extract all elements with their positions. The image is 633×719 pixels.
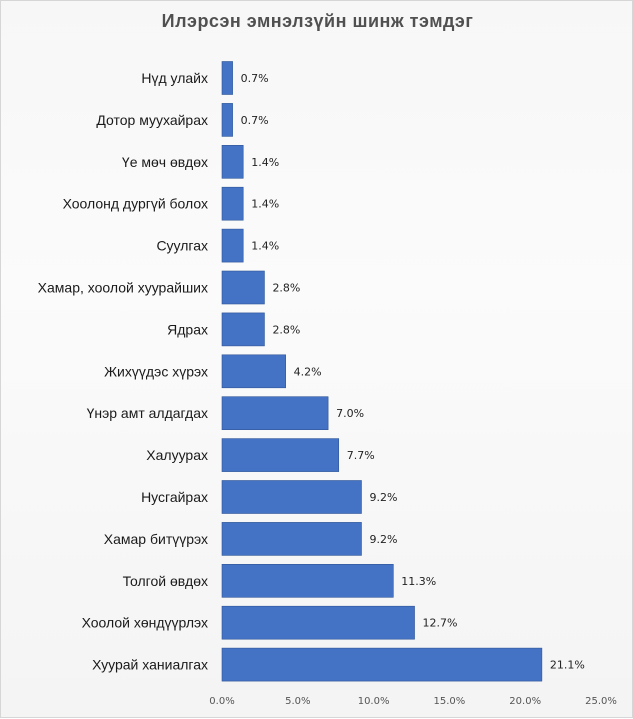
value-label: 12.7% [423,617,458,630]
category-label: Хамар, хоолой хуурайших [38,280,208,296]
value-label: 0.7% [241,72,269,85]
bar-mark [221,186,244,221]
bar-mark [221,396,329,431]
x-tick-label: 10.0% [358,696,390,707]
category-label: Жихүүдэс хүрэх [104,363,208,379]
bar-mark [221,354,286,389]
bar-mark [221,228,244,263]
category-label: Үнэр амт алдагдах [87,405,208,421]
x-tick-label: 0.0% [209,696,234,707]
category-label: Нүд улайх [141,70,208,86]
category-label: Толгой өвдөх [123,573,208,589]
category-label: Хамар битүүрэх [104,531,208,547]
bar-mark [221,145,244,179]
value-label: 1.4% [251,198,279,211]
bar-mark [221,480,362,514]
value-label: 7.0% [336,407,364,420]
value-label: 2.8% [272,323,300,336]
category-label: Хоолонд дургүй болох [63,196,208,212]
value-label: 0.7% [241,114,269,127]
bar-mark [221,647,543,682]
bar-mark [221,61,233,95]
value-label: 9.2% [369,491,397,504]
category-label: Суулгах [156,238,208,254]
bar-mark [221,563,394,598]
value-label: 9.2% [369,533,397,546]
value-label: 4.2% [294,365,322,378]
category-label: Халуурах [146,447,208,463]
value-label: 7.7% [347,449,375,462]
chart-title: Илэрсэн эмнэлзүйн шинж тэмдэг [161,11,474,31]
bar-mark [221,522,362,556]
bar-mark [221,438,340,472]
category-label: Хуурай ханиалгах [92,657,208,673]
x-tick-label: 15.0% [434,696,466,707]
category-label: Ядрах [167,321,208,337]
bar-mark [221,312,265,347]
value-label: 21.1% [550,659,585,672]
x-tick-label: 5.0% [285,696,310,707]
value-label: 1.4% [251,156,279,169]
x-tick-label: 20.0% [509,696,541,707]
value-label: 1.4% [251,240,279,253]
category-label: Дотор муухайрах [96,112,208,128]
value-label: 11.3% [401,575,436,588]
category-label: Нусгайрах [141,489,208,505]
x-tick-label: 25.0% [585,696,617,707]
category-label: Үе мөч өвдөх [122,154,208,170]
value-label: 2.8% [272,282,300,295]
bar-mark [221,270,265,305]
bar-mark [221,103,233,137]
category-label: Хоолой хөндүүрлэх [82,615,208,631]
bar-mark [221,605,415,640]
